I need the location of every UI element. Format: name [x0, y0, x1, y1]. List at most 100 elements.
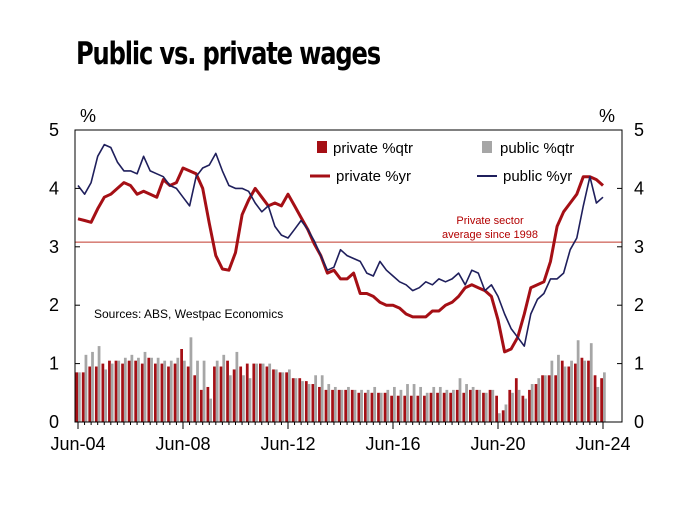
bar-public-qtr	[379, 392, 383, 422]
bar-private-qtr	[291, 378, 295, 422]
bar-private-qtr	[462, 392, 466, 422]
bar-private-qtr	[521, 395, 525, 422]
y-tick-label-right: 0	[634, 412, 644, 432]
bar-private-qtr	[114, 360, 118, 422]
bar-private-qtr	[593, 375, 597, 422]
y-tick-label-right: 4	[634, 178, 644, 198]
bar-private-qtr	[547, 375, 551, 422]
bar-private-qtr	[396, 395, 400, 422]
bar-public-qtr	[557, 354, 560, 422]
bar-private-qtr	[272, 369, 275, 422]
bar-private-qtr	[541, 375, 544, 422]
bar-public-qtr	[104, 369, 108, 422]
bar-public-qtr	[511, 392, 514, 422]
bar-private-qtr	[350, 389, 354, 422]
bar-private-qtr	[324, 389, 328, 422]
bar-public-qtr	[288, 369, 291, 422]
bar-private-qtr	[213, 366, 216, 422]
y-tick-label-right: 3	[634, 237, 644, 257]
bar-public-qtr	[412, 384, 416, 422]
bar-private-qtr	[160, 363, 164, 422]
bar-public-qtr	[117, 360, 121, 422]
bar-private-qtr	[495, 395, 498, 422]
bar-private-qtr	[180, 349, 183, 422]
bar-public-qtr	[478, 389, 482, 422]
bar-public-qtr	[314, 375, 318, 422]
bar-public-qtr	[235, 351, 239, 422]
y-tick-label-left: 2	[49, 295, 59, 315]
bar-private-qtr	[560, 360, 564, 422]
bar-public-qtr	[425, 392, 429, 422]
line-layer	[77, 143, 604, 354]
bar-private-qtr	[311, 384, 315, 422]
bar-public-qtr	[242, 375, 245, 422]
bar-public-qtr	[261, 363, 265, 422]
bar-public-qtr	[78, 372, 81, 422]
bar-public-qtr	[491, 389, 495, 422]
bar-public-qtr	[537, 378, 541, 422]
x-tick-label: Jun-20	[470, 434, 525, 454]
legend-label-private-yr: private %yr	[336, 168, 411, 185]
bar-public-qtr	[123, 357, 127, 422]
x-tick-label: Jun-04	[50, 434, 105, 454]
bar-public-qtr	[327, 384, 331, 422]
bar-private-qtr	[252, 363, 256, 422]
bar-public-qtr	[438, 386, 442, 422]
bar-layer	[75, 337, 606, 422]
bar-private-qtr	[232, 369, 236, 422]
bar-public-qtr	[268, 363, 272, 422]
bar-private-qtr	[278, 372, 282, 422]
bar-public-qtr	[307, 384, 311, 422]
refline-annotation-line2: average since 1998	[442, 229, 538, 241]
bar-private-qtr	[173, 363, 177, 422]
bar-private-qtr	[567, 366, 571, 422]
bar-private-qtr	[219, 366, 223, 422]
bar-private-qtr	[127, 360, 131, 422]
bar-public-qtr	[255, 363, 258, 422]
y-tick-label-left: 5	[49, 120, 59, 140]
bar-public-qtr	[373, 386, 377, 422]
bar-private-qtr	[344, 389, 348, 422]
bar-public-qtr	[281, 372, 285, 422]
bar-public-qtr	[340, 389, 344, 422]
bar-public-qtr	[320, 375, 324, 422]
bar-public-qtr	[347, 386, 350, 422]
x-tick-label: Jun-24	[575, 434, 630, 454]
bar-public-qtr	[156, 357, 160, 422]
bar-public-qtr	[366, 389, 370, 422]
bar-private-qtr	[587, 360, 590, 422]
bar-private-qtr	[94, 366, 98, 422]
bar-private-qtr	[573, 363, 577, 422]
bar-private-qtr	[416, 395, 420, 422]
bar-public-qtr	[603, 372, 606, 422]
bar-public-qtr	[150, 357, 153, 422]
bar-private-qtr	[258, 363, 262, 422]
bar-public-qtr	[393, 386, 396, 422]
bar-public-qtr	[484, 392, 488, 422]
bar-private-qtr	[121, 363, 124, 422]
bar-private-qtr	[140, 363, 144, 422]
bar-public-qtr	[169, 360, 173, 422]
bar-private-qtr	[455, 389, 459, 422]
y-tick-label-right: 5	[634, 120, 644, 140]
bar-public-qtr	[524, 398, 528, 422]
y-unit-left: %	[80, 106, 96, 126]
bar-public-qtr	[530, 384, 534, 422]
bar-private-qtr	[206, 386, 210, 422]
x-tick-label: Jun-08	[155, 434, 210, 454]
y-tick-label-left: 3	[49, 237, 59, 257]
bar-private-qtr	[298, 378, 302, 422]
x-tick-label: Jun-16	[365, 434, 420, 454]
bar-public-qtr	[222, 354, 226, 422]
legend-swatch-public-qtr	[482, 141, 492, 153]
bar-private-qtr	[193, 375, 197, 422]
bar-public-qtr	[143, 351, 147, 422]
bar-private-qtr	[101, 363, 105, 422]
bar-private-qtr	[363, 392, 367, 422]
bar-public-qtr	[130, 354, 134, 422]
plot-frame	[74, 129, 623, 423]
bar-private-qtr	[488, 389, 492, 422]
y-tick-label-left: 0	[49, 412, 59, 432]
line-private-yr	[77, 166, 604, 354]
bar-public-qtr	[445, 389, 449, 422]
